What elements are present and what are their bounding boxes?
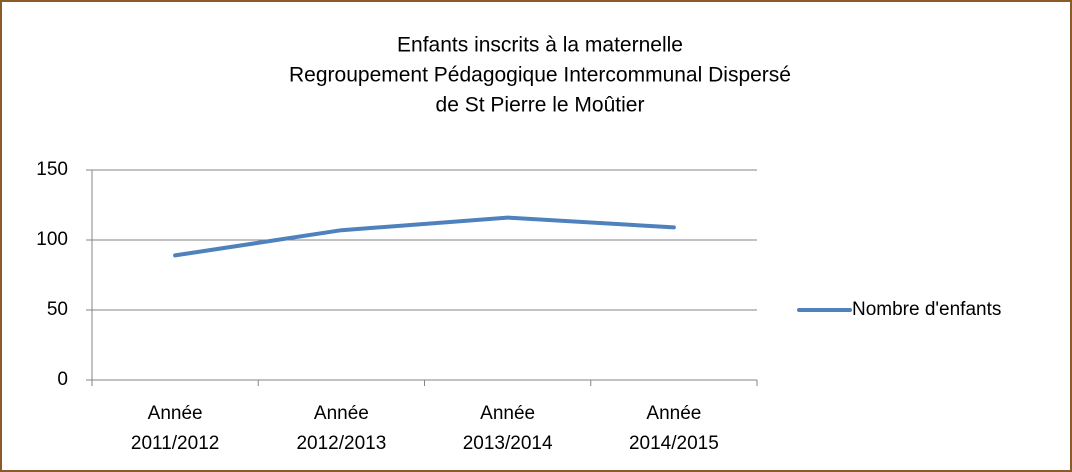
x-tick-label: Année 2014/2015 bbox=[629, 403, 719, 454]
x-tick-label: Année 2013/2014 bbox=[463, 403, 553, 454]
y-tick-label: 150 bbox=[36, 159, 68, 180]
legend-label: Nombre d'enfants bbox=[852, 299, 1001, 320]
x-tick-label: Année 2011/2012 bbox=[131, 403, 219, 454]
y-tick-label: 100 bbox=[36, 229, 68, 250]
chart-title: Regroupement Pédagogique Intercommunal D… bbox=[289, 64, 791, 87]
data-line bbox=[173, 215, 676, 258]
x-tick-label: Année 2012/2013 bbox=[296, 403, 386, 454]
chart-title: Enfants inscrits à la maternelle bbox=[397, 34, 683, 57]
chart-title: de St Pierre le Moûtier bbox=[436, 94, 645, 117]
y-tick-label: 50 bbox=[47, 299, 68, 320]
y-tick-label: 0 bbox=[57, 369, 68, 390]
